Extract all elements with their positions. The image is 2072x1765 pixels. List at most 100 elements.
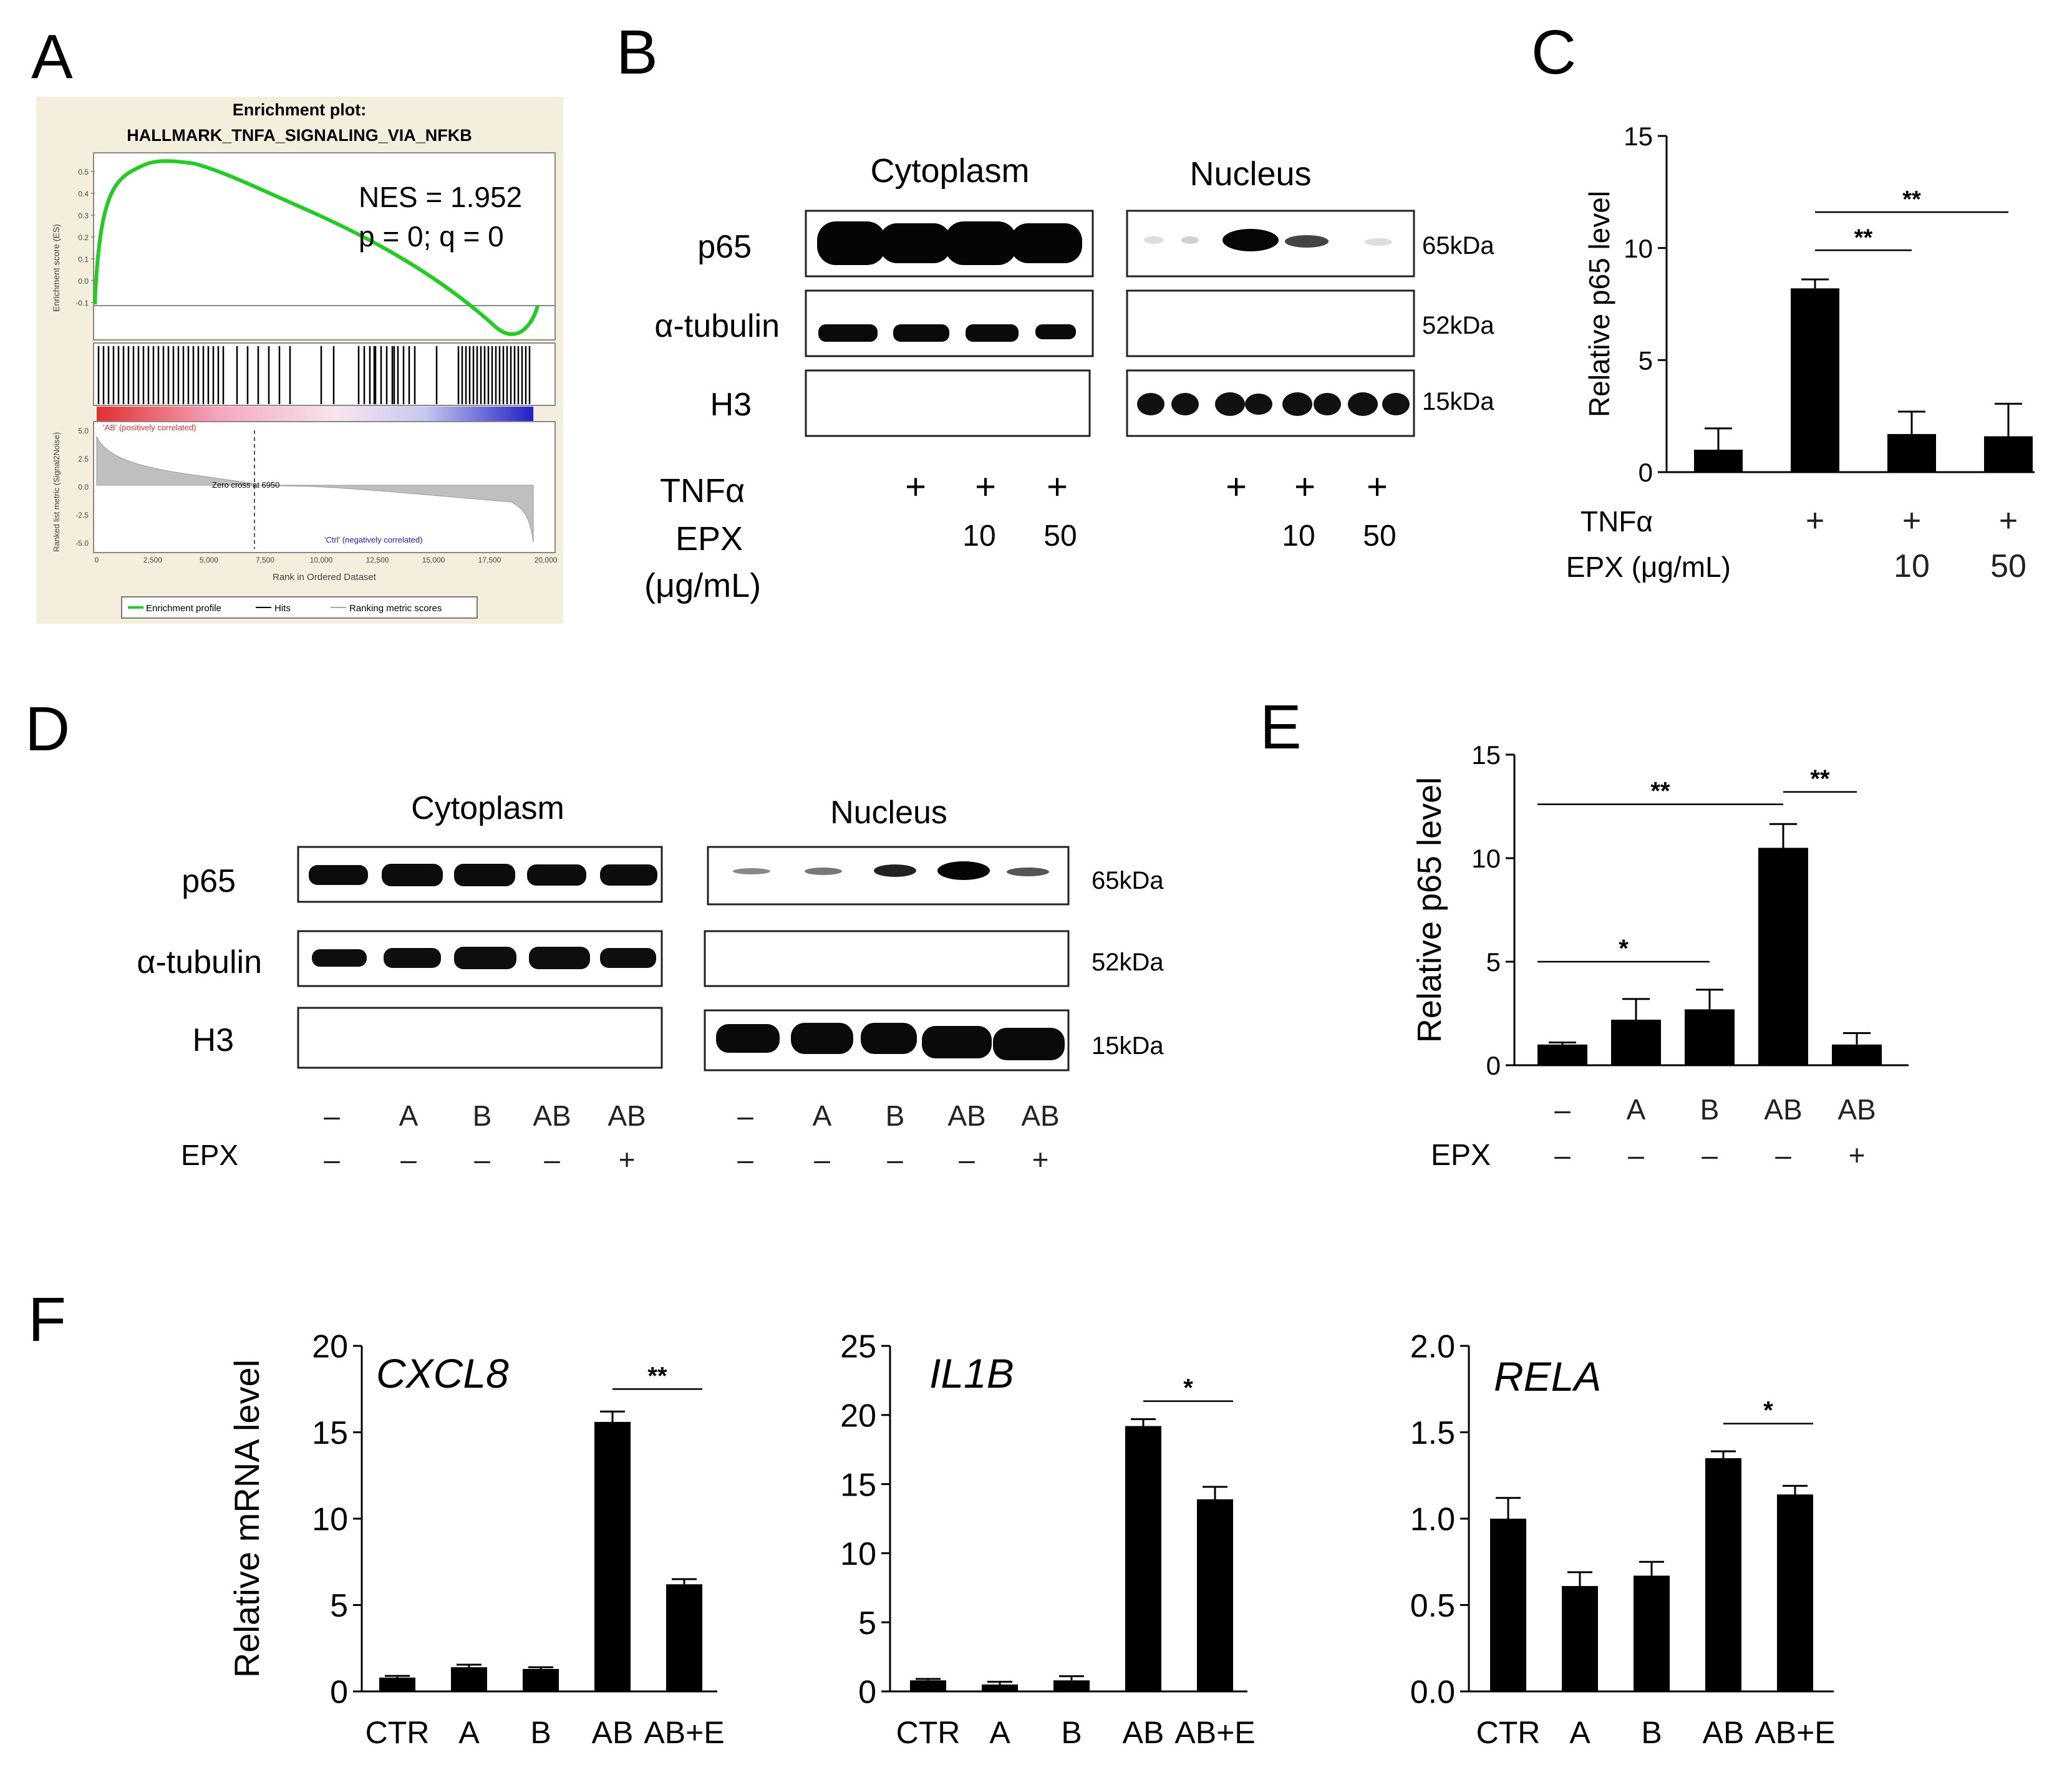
bar bbox=[1611, 1019, 1661, 1065]
blot-b-cyto-h3-frame bbox=[805, 369, 1091, 437]
blot-b-nuc-epx-marks: 10 50 bbox=[1282, 520, 1396, 553]
bar bbox=[1053, 1680, 1090, 1691]
blot-d-nuc-group-2: B bbox=[886, 1100, 905, 1132]
bar bbox=[594, 1421, 631, 1691]
panel-letter-c: C bbox=[1531, 17, 1576, 87]
blot-d-cyto-group-0: – bbox=[324, 1100, 340, 1132]
y-tick-label: 0 bbox=[1639, 458, 1653, 487]
blot-b-cyto-tnfa-3: + bbox=[1047, 467, 1068, 507]
blot-d-cyto-groups: – A B AB AB bbox=[324, 1100, 646, 1132]
gsea-x-axis-label: Rank in Ordered Dataset bbox=[273, 572, 377, 583]
category-label: AB+E bbox=[1174, 1715, 1255, 1750]
y-tick-label: 15 bbox=[312, 1415, 348, 1451]
y-tick-label: 15 bbox=[1471, 740, 1501, 770]
gsea-es-tick-label: 0.0 bbox=[78, 277, 89, 286]
significance-label: ** bbox=[1650, 778, 1670, 805]
condition-mark: 10 bbox=[1894, 548, 1930, 584]
blot-d-row-label-tubulin: α-tubulin bbox=[137, 944, 262, 980]
y-tick-label: 0 bbox=[330, 1675, 348, 1711]
blot-b-unit-label: (μg/mL) bbox=[644, 567, 761, 604]
gsea-x-tick-label: 2,500 bbox=[143, 556, 162, 564]
blot-d-cyto-group-3: AB bbox=[533, 1100, 571, 1132]
gsea-x-tick-label: 7,500 bbox=[256, 556, 274, 564]
gsea-legend-ranking: Ranking metric scores bbox=[349, 603, 442, 614]
condition-mark: + bbox=[1902, 503, 1921, 539]
blot-b-nuc-p65-bands bbox=[1144, 229, 1392, 251]
category-label: AB+E bbox=[1755, 1715, 1835, 1750]
blot-d-nuc-epx-1: – bbox=[814, 1143, 830, 1176]
condition-mark: – bbox=[1702, 1139, 1718, 1171]
bar bbox=[1791, 288, 1839, 472]
y-tick-label: 15 bbox=[840, 1467, 876, 1503]
bar bbox=[1984, 436, 2033, 472]
gsea-es-tick-label: 0.2 bbox=[78, 233, 89, 242]
gsea-zero-cross-label: Zero cross at 6950 bbox=[212, 480, 279, 490]
gsea-ranking-metric-area bbox=[96, 436, 534, 543]
panel-letter-a: A bbox=[31, 22, 73, 92]
chart-title: IL1B bbox=[929, 1350, 1014, 1396]
blot-d-nuc-group-1: A bbox=[813, 1100, 832, 1132]
bar bbox=[1125, 1426, 1161, 1691]
gsea-rank-ticks: 5.0 2.5 0.0 -2.5 -5.0 bbox=[75, 427, 89, 548]
condition-mark: AB bbox=[1764, 1093, 1802, 1126]
blot-d-nuc-group-0: – bbox=[737, 1100, 753, 1132]
gsea-x-tick-label: 10,000 bbox=[310, 556, 333, 564]
bar bbox=[1197, 1499, 1233, 1691]
bar bbox=[982, 1684, 1018, 1691]
gsea-x-tick-label: 20,000 bbox=[535, 556, 558, 564]
gsea-x-tick-label: 5,000 bbox=[200, 556, 218, 564]
y-axis-label: Relative mRNA level bbox=[227, 1360, 266, 1678]
gsea-x-tick-label: 0 bbox=[95, 556, 99, 564]
gsea-es-tick-label: 0.1 bbox=[78, 255, 89, 264]
blot-d-cyto-epx-4: + bbox=[619, 1143, 636, 1176]
condition-mark: – bbox=[1775, 1139, 1791, 1171]
gsea-es-axis-label: Enrichment score (ES) bbox=[51, 224, 61, 312]
condition-mark: 50 bbox=[1990, 548, 2026, 584]
y-tick-label: 5 bbox=[1486, 947, 1501, 977]
blot-d-nuc-epx-3: – bbox=[959, 1143, 975, 1176]
blot-d-nuc-tubulin-frame bbox=[704, 930, 1070, 987]
gsea-es-tick-label: 0.4 bbox=[78, 190, 89, 198]
gsea-hits-area bbox=[93, 342, 556, 406]
blot-d-size-52: 52kDa bbox=[1092, 949, 1164, 976]
panel-letter-e: E bbox=[1260, 692, 1302, 762]
condition-row-label: EPX (μg/mL) bbox=[1566, 551, 1731, 583]
category-label: A bbox=[989, 1715, 1010, 1750]
blot-d-cyto-epx-3: – bbox=[544, 1143, 560, 1176]
significance-label: ** bbox=[647, 1362, 667, 1390]
blot-d-nuc-epx-2: – bbox=[887, 1143, 903, 1176]
blot-d-cyto-h3-frame bbox=[297, 1007, 663, 1069]
condition-mark: AB bbox=[1837, 1093, 1876, 1126]
gsea-x-tick-label: 17,500 bbox=[478, 556, 501, 564]
bar bbox=[1832, 1044, 1882, 1065]
bar bbox=[666, 1584, 702, 1691]
panel-letter-f: F bbox=[28, 1285, 66, 1355]
chart-c: 0 5 10 15 Relative p65 level TNFα + + + EPX (μg/m… bbox=[1566, 122, 2035, 584]
panel-a: A Enrichment plot: HALLMARK_TNFA_SIGNALI… bbox=[31, 22, 563, 624]
blot-d-nuc-epx-4: + bbox=[1032, 1143, 1049, 1176]
blot-b-cyto-tubulin-frame bbox=[805, 289, 1094, 357]
blot-b-tnfa-label: TNFα bbox=[660, 472, 745, 510]
blot-b-cytoplasm-label: Cytoplasm bbox=[870, 152, 1029, 190]
blot-b-size-52: 52kDa bbox=[1422, 312, 1494, 339]
gsea-es-plot-area bbox=[93, 152, 556, 341]
bar bbox=[1758, 848, 1808, 1065]
gsea-legend-box bbox=[121, 596, 478, 619]
panel-letter-d: D bbox=[25, 694, 70, 764]
blot-d-cytoplasm-label: Cytoplasm bbox=[411, 790, 564, 826]
blot-b-row-label-p65: p65 bbox=[697, 229, 752, 265]
blot-d-cyto-group-2: B bbox=[473, 1100, 492, 1132]
blot-d-nuc-h3-bands bbox=[716, 1023, 1065, 1060]
gsea-positive-label: 'AB' (positively correlated) bbox=[103, 423, 196, 432]
chart-title: RELA bbox=[1494, 1353, 1601, 1400]
blot-b-nuc-tubulin-frame bbox=[1126, 289, 1415, 357]
condition-mark: + bbox=[1999, 503, 2018, 539]
condition-mark: – bbox=[1554, 1093, 1571, 1126]
gsea-es-tick-label: 0.5 bbox=[78, 168, 89, 176]
gsea-es-tick-label: -0.1 bbox=[75, 299, 89, 307]
gsea-title-line1: Enrichment plot: bbox=[233, 100, 367, 119]
blot-d-nuc-groups: – A B AB AB bbox=[737, 1100, 1059, 1132]
panel-letter-b: B bbox=[616, 17, 658, 87]
